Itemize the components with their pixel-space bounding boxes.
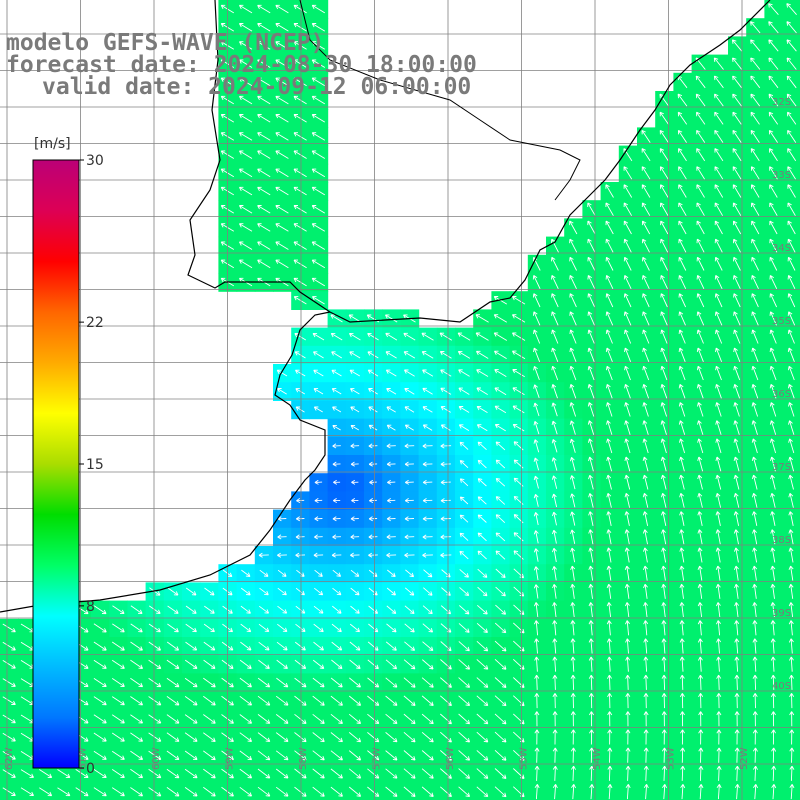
longitude-label: 57W xyxy=(372,747,383,770)
colorbar: [m/s] 30 22 15 8 0 xyxy=(32,136,104,777)
colorbar-tick-label: 30 xyxy=(86,153,104,169)
longitude-label: 55W xyxy=(519,747,530,770)
latitude-label: 32S xyxy=(772,97,791,108)
latitude-label: 40S xyxy=(772,681,791,692)
longitude-label: 58W xyxy=(298,747,309,770)
latitude-label: 39S xyxy=(772,608,791,619)
colorbar-tick-label: 15 xyxy=(86,457,104,473)
longitude-label: 60W xyxy=(151,747,162,770)
latitude-label: 33S xyxy=(772,170,791,181)
latitude-label: 38S xyxy=(772,535,791,546)
latitude-label: 34S xyxy=(772,243,791,254)
wind-vectors xyxy=(2,3,797,800)
latitude-label: 37S xyxy=(772,462,791,473)
forecast-date: forecast date: 2024-08-30 18:00:00 xyxy=(6,52,477,78)
longitude-label: 59W xyxy=(225,747,236,770)
longitude-label: 62W xyxy=(4,747,15,770)
colorbar-gradient xyxy=(32,159,80,769)
colorbar-tick-label: 22 xyxy=(86,315,104,331)
longitude-label: 53W xyxy=(666,747,677,770)
latitude-label: 35S xyxy=(772,316,791,327)
longitude-labels: 62W 61W 60W 59W 58W 57W 56W 55W 54W 53W 52W xyxy=(4,747,750,770)
colorbar-tick-label: 0 xyxy=(86,761,95,777)
coastline xyxy=(0,0,771,613)
valid-date: valid date: 2024-09-12 06:00:00 xyxy=(42,74,472,100)
longitude-label: 56W xyxy=(445,747,456,770)
longitude-label: 52W xyxy=(739,747,750,770)
colorbar-unit: [m/s] xyxy=(34,136,71,152)
longitude-label: 54W xyxy=(592,747,603,770)
longitude-label: 61W xyxy=(78,747,89,770)
latitude-label: 36S xyxy=(772,389,791,400)
model-title: modelo GEFS-WAVE (NCEP) xyxy=(6,30,325,56)
latitude-labels: 32S 33S 34S 35S 36S 37S 38S 39S 40S xyxy=(772,97,791,692)
colorbar-tick-label: 8 xyxy=(86,599,95,615)
